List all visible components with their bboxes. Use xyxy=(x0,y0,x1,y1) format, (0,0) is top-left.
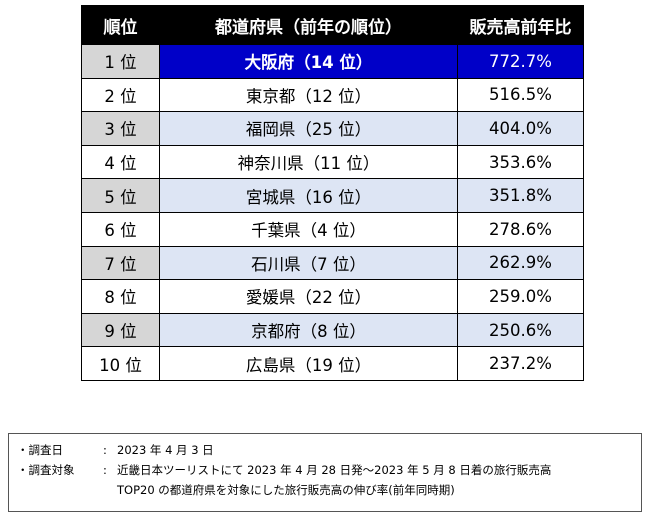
survey-date-row: ・調査日 : 2023 年 4 月 3 日 xyxy=(17,440,633,460)
rank-cell: 8 位 xyxy=(81,279,160,314)
header-ratio: 販売高前年比 xyxy=(457,5,584,45)
prefecture-cell: 福岡県（25 位） xyxy=(159,111,458,146)
ratio-cell: 353.6% xyxy=(457,144,584,180)
ratio-cell: 351.8% xyxy=(457,178,584,213)
rank-cell: 5 位 xyxy=(81,178,160,213)
prefecture-cell: 東京都（12 位） xyxy=(159,77,458,113)
prefecture-cell: 広島県（19 位） xyxy=(159,346,458,381)
ranking-table: 順位 都道府県（前年の順位） 販売高前年比 1 位 大阪府（14 位） 772.… xyxy=(81,5,584,381)
rank-cell: 2 位 xyxy=(81,77,160,113)
prefecture-cell: 宮城県（16 位） xyxy=(159,178,458,213)
prefecture-cell: 大阪府（14 位） xyxy=(159,44,458,79)
rank-cell: 9 位 xyxy=(81,312,160,348)
prefecture-cell: 石川県（7 位） xyxy=(159,245,458,281)
ratio-cell: 404.0% xyxy=(457,111,584,146)
ratio-cell: 772.7% xyxy=(457,44,584,79)
rank-cell: 4 位 xyxy=(81,144,160,180)
prefecture-cell: 千葉県（4 位） xyxy=(159,211,458,247)
header-rank: 順位 xyxy=(81,5,160,45)
table-row: 4 位 神奈川県（11 位） 353.6% xyxy=(81,144,584,180)
colon: : xyxy=(103,443,107,457)
rank-cell: 7 位 xyxy=(81,245,160,281)
table-row: 3 位 福岡県（25 位） 404.0% xyxy=(81,111,584,146)
survey-date-label: ・調査日 xyxy=(17,443,63,457)
survey-target-value: 近畿日本ツーリストにて 2023 年 4 月 28 日発～2023 年 5 月 … xyxy=(117,463,552,477)
rank-cell: 6 位 xyxy=(81,211,160,247)
ratio-cell: 262.9% xyxy=(457,245,584,281)
header-prefecture: 都道府県（前年の順位） xyxy=(159,5,458,45)
table-row: 5 位 宮城県（16 位） 351.8% xyxy=(81,178,584,213)
rank-cell: 1 位 xyxy=(81,44,160,79)
prefecture-cell: 愛媛県（22 位） xyxy=(159,279,458,314)
rank-cell: 10 位 xyxy=(81,346,160,381)
table-row: 9 位 京都府（8 位） 250.6% xyxy=(81,312,584,348)
table-row: 7 位 石川県（7 位） 262.9% xyxy=(81,245,584,281)
survey-target-row: ・調査対象 : 近畿日本ツーリストにて 2023 年 4 月 28 日発～202… xyxy=(17,460,633,480)
prefecture-cell: 京都府（8 位） xyxy=(159,312,458,348)
ratio-cell: 237.2% xyxy=(457,346,584,381)
survey-target-value-cont: TOP20 の都道府県を対象にした旅行販売高の伸び率(前年同時期) xyxy=(117,483,455,497)
ratio-cell: 516.5% xyxy=(457,77,584,113)
survey-notes-box: ・調査日 : 2023 年 4 月 3 日 ・調査対象 : 近畿日本ツーリストに… xyxy=(8,433,642,512)
ratio-cell: 259.0% xyxy=(457,279,584,314)
table-row: 2 位 東京都（12 位） 516.5% xyxy=(81,77,584,113)
ratio-cell: 250.6% xyxy=(457,312,584,348)
rank-cell: 3 位 xyxy=(81,111,160,146)
table-row: 8 位 愛媛県（22 位） 259.0% xyxy=(81,279,584,314)
table-row: 10 位 広島県（19 位） 237.2% xyxy=(81,346,584,381)
table-row: 1 位 大阪府（14 位） 772.7% xyxy=(81,44,584,79)
colon: : xyxy=(103,463,107,477)
ratio-cell: 278.6% xyxy=(457,211,584,247)
prefecture-cell: 神奈川県（11 位） xyxy=(159,144,458,180)
header-row: 順位 都道府県（前年の順位） 販売高前年比 xyxy=(81,5,584,45)
table-row: 6 位 千葉県（4 位） 278.6% xyxy=(81,211,584,247)
survey-date-value: 2023 年 4 月 3 日 xyxy=(117,443,214,457)
survey-target-label: ・調査対象 xyxy=(17,463,75,477)
